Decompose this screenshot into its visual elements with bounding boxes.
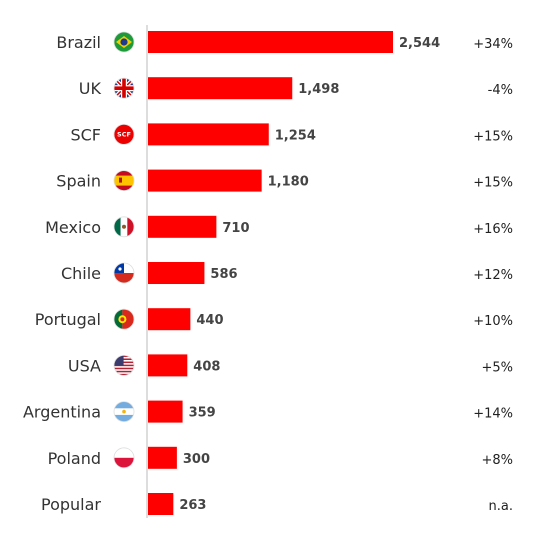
bar-popular <box>148 493 174 515</box>
change-label-poland: +8% <box>481 453 513 468</box>
chile-flag-icon <box>113 262 135 284</box>
change-label-chile: +12% <box>473 268 513 283</box>
spain-flag-icon <box>113 170 135 192</box>
change-label-mexico: +16% <box>473 222 513 237</box>
bar-scf <box>148 123 269 146</box>
category-label-popular: Popular <box>41 495 101 514</box>
change-label-scf: +15% <box>473 129 513 144</box>
value-label-chile: 586 <box>210 267 237 282</box>
category-label-argentina: Argentina <box>23 403 101 422</box>
value-label-argentina: 359 <box>189 406 216 421</box>
value-label-popular: 263 <box>179 498 206 513</box>
bar-argentina <box>148 400 183 423</box>
category-label-uk: UK <box>79 79 102 98</box>
change-label-brazil: +34% <box>473 37 513 52</box>
value-label-spain: 1,180 <box>268 175 309 190</box>
brazil-flag-icon <box>113 31 135 53</box>
category-label-mexico: Mexico <box>45 218 101 237</box>
bar-brazil <box>148 31 393 53</box>
bar-mexico <box>148 215 217 238</box>
scf-badge-icon: SCF <box>113 123 135 145</box>
change-label-uk: -4% <box>488 83 513 98</box>
portugal-flag-icon <box>113 308 135 330</box>
category-label-scf: SCF <box>70 125 101 144</box>
scf-badge-label: SCF <box>117 131 131 139</box>
change-label-spain: +15% <box>473 176 513 191</box>
uk-flag-icon <box>113 77 135 99</box>
value-label-brazil: 2,544 <box>399 36 440 51</box>
category-label-portugal: Portugal <box>35 310 101 329</box>
bar-uk <box>148 77 293 100</box>
change-label-usa: +5% <box>481 360 513 375</box>
category-label-chile: Chile <box>61 264 101 283</box>
bar-poland <box>148 446 177 469</box>
mexico-flag-icon <box>113 216 135 238</box>
value-label-mexico: 710 <box>222 221 249 236</box>
category-label-poland: Poland <box>48 449 101 468</box>
value-label-portugal: 440 <box>196 313 223 328</box>
usa-flag-icon <box>113 354 135 376</box>
change-label-argentina: +14% <box>473 407 513 422</box>
argentina-flag-icon <box>113 401 135 423</box>
value-label-poland: 300 <box>183 452 210 467</box>
change-label-popular: n.a. <box>489 499 513 514</box>
poland-flag-icon <box>113 447 135 469</box>
category-label-brazil: Brazil <box>56 33 101 52</box>
bar-usa <box>148 354 188 377</box>
bar-spain <box>148 169 262 192</box>
category-label-spain: Spain <box>56 172 101 191</box>
value-label-usa: 408 <box>193 359 220 374</box>
bar-chile <box>148 262 205 284</box>
change-label-portugal: +10% <box>473 314 513 329</box>
value-label-scf: 1,254 <box>275 128 316 143</box>
value-label-uk: 1,498 <box>298 82 339 97</box>
bar-portugal <box>148 308 191 331</box>
category-label-usa: USA <box>68 356 101 375</box>
